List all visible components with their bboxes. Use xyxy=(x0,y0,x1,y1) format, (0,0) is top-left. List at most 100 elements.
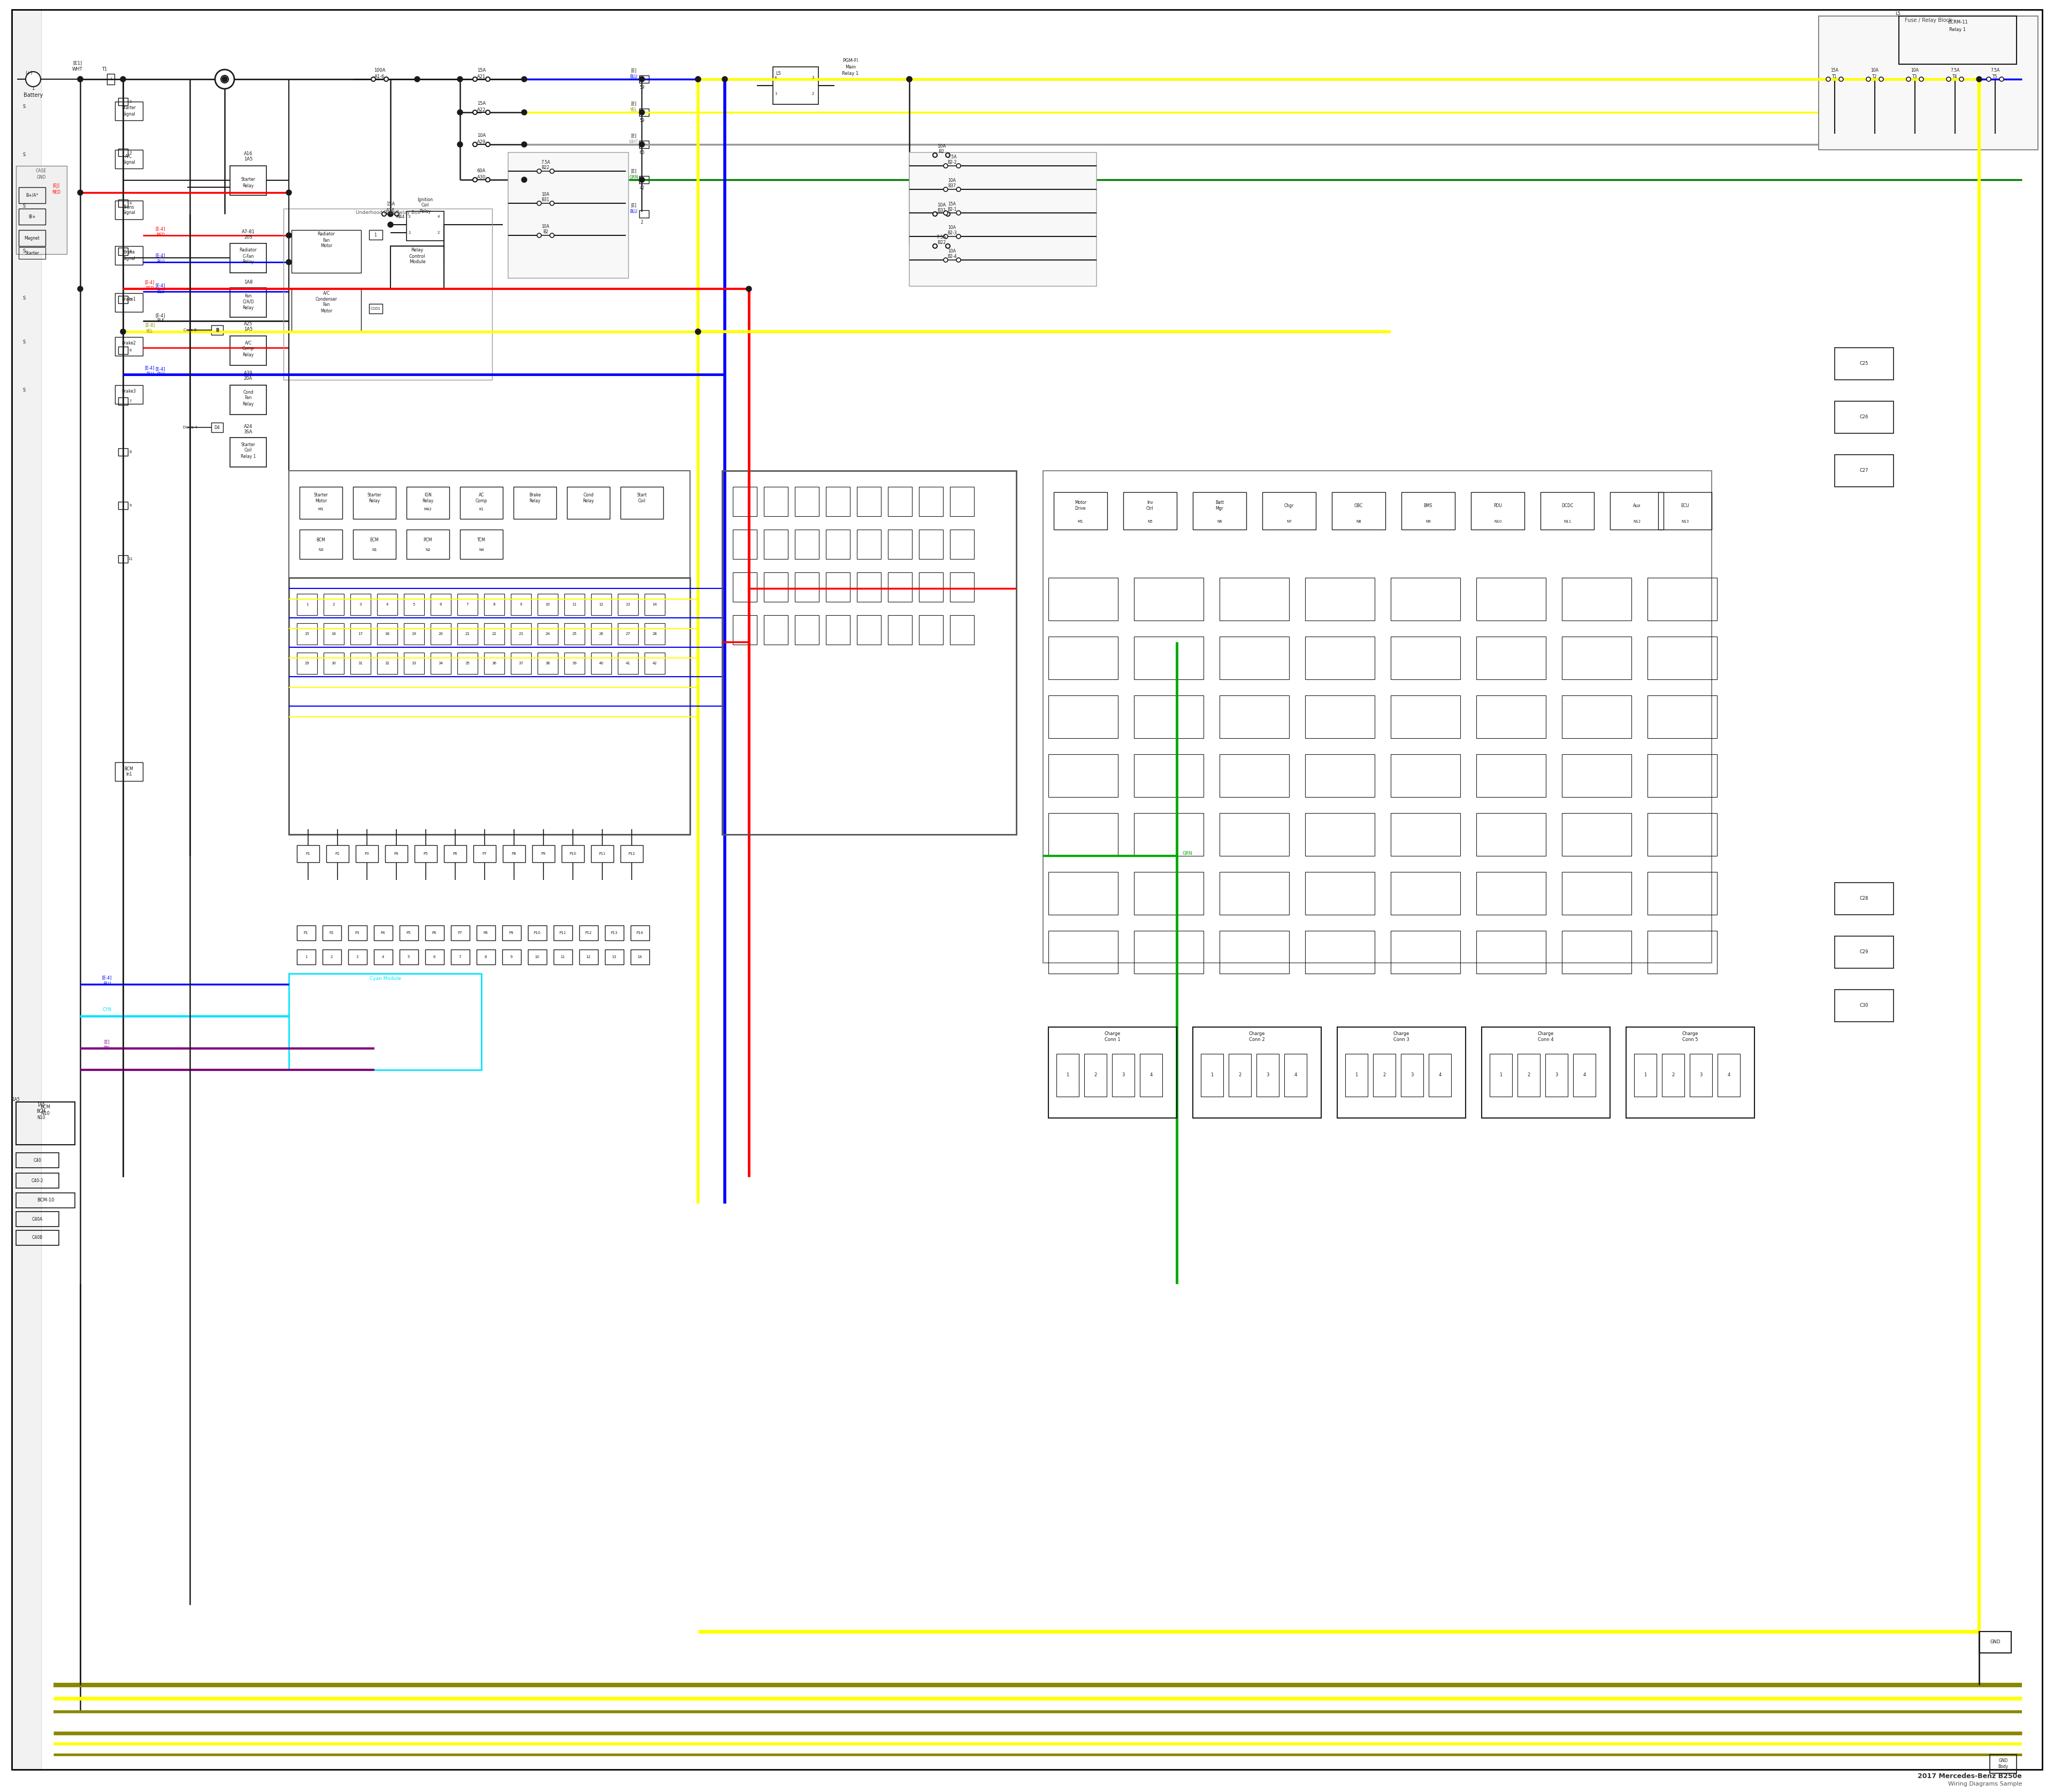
Text: 1: 1 xyxy=(31,86,35,91)
Bar xyxy=(918,530,943,559)
Bar xyxy=(1717,1054,1740,1097)
Text: 8: 8 xyxy=(493,602,495,606)
Text: 1A5: 1A5 xyxy=(12,1097,21,1102)
Text: ECRM-11: ECRM-11 xyxy=(1947,20,1968,25)
Bar xyxy=(1834,883,1894,914)
Text: M42: M42 xyxy=(423,507,431,511)
Bar xyxy=(606,925,624,941)
Text: 17: 17 xyxy=(357,633,364,636)
Bar xyxy=(1573,1054,1596,1097)
Circle shape xyxy=(216,70,234,90)
Text: P7: P7 xyxy=(458,932,462,934)
Text: P3: P3 xyxy=(355,932,359,934)
Circle shape xyxy=(121,77,125,82)
Circle shape xyxy=(522,177,528,183)
Bar xyxy=(565,624,585,645)
Bar xyxy=(1220,814,1290,857)
Text: P14: P14 xyxy=(637,932,643,934)
Circle shape xyxy=(25,72,41,86)
Text: 1: 1 xyxy=(374,233,376,237)
Circle shape xyxy=(1999,77,2005,81)
Text: 13: 13 xyxy=(612,955,616,959)
Bar xyxy=(918,487,943,516)
Text: Relay 1: Relay 1 xyxy=(1949,27,1966,32)
Bar xyxy=(115,762,144,781)
Text: P8: P8 xyxy=(483,932,489,934)
Bar xyxy=(407,487,450,520)
Bar xyxy=(795,530,820,559)
Text: Battery: Battery xyxy=(23,93,43,99)
Text: Wiring Diagrams Sample: Wiring Diagrams Sample xyxy=(1947,1781,2021,1787)
Bar xyxy=(18,247,45,258)
Bar xyxy=(918,572,943,602)
Text: C40A: C40A xyxy=(33,1217,43,1222)
Text: N10: N10 xyxy=(1493,520,1501,523)
Circle shape xyxy=(906,77,912,82)
Bar xyxy=(1647,754,1717,797)
Circle shape xyxy=(382,211,386,217)
Text: IGN
Relay: IGN Relay xyxy=(423,493,433,504)
Bar xyxy=(565,593,585,615)
Text: M44: M44 xyxy=(396,215,405,219)
Bar xyxy=(230,244,267,272)
Bar xyxy=(230,335,267,366)
Bar xyxy=(1284,1054,1306,1097)
Bar xyxy=(511,624,532,645)
Bar xyxy=(1658,493,1711,530)
Text: P5: P5 xyxy=(407,932,411,934)
Bar xyxy=(1111,1054,1134,1097)
Text: 28: 28 xyxy=(653,633,657,636)
Text: 42: 42 xyxy=(653,661,657,665)
Circle shape xyxy=(696,330,700,335)
Text: Relay: Relay xyxy=(242,353,255,357)
Text: [E]: [E] xyxy=(631,68,637,73)
Bar xyxy=(431,624,452,645)
Circle shape xyxy=(550,233,555,238)
Bar xyxy=(115,102,144,120)
Text: Fuse / Relay Block: Fuse / Relay Block xyxy=(1904,18,1951,23)
Text: Cond: Cond xyxy=(242,389,253,394)
Text: S: S xyxy=(23,389,25,392)
Bar xyxy=(1304,577,1374,620)
Bar xyxy=(115,385,144,403)
Circle shape xyxy=(639,142,645,147)
Bar xyxy=(1134,754,1204,797)
Text: N7: N7 xyxy=(1286,520,1292,523)
Text: P10: P10 xyxy=(534,932,540,934)
Circle shape xyxy=(746,287,752,292)
Circle shape xyxy=(78,287,82,292)
Bar xyxy=(1990,1754,2017,1774)
Text: Motor: Motor xyxy=(320,244,333,249)
Circle shape xyxy=(388,222,392,228)
Bar xyxy=(405,624,425,645)
Text: 2: 2 xyxy=(811,91,813,95)
Text: T1: T1 xyxy=(101,66,107,72)
Text: P11: P11 xyxy=(559,932,567,934)
Text: 12: 12 xyxy=(585,955,592,959)
Bar xyxy=(639,109,649,116)
Bar xyxy=(115,337,144,357)
Text: B2: B2 xyxy=(939,149,945,154)
Text: WHT: WHT xyxy=(629,140,639,143)
Text: 5: 5 xyxy=(129,297,131,301)
Bar xyxy=(292,289,362,332)
Text: 9: 9 xyxy=(129,504,131,507)
Text: Batt
Mgr: Batt Mgr xyxy=(1216,500,1224,511)
Text: Comp: Comp xyxy=(242,346,255,351)
Text: 35: 35 xyxy=(464,661,470,665)
Text: 39: 39 xyxy=(573,661,577,665)
Bar xyxy=(431,593,452,615)
Bar xyxy=(425,950,444,964)
Bar xyxy=(115,201,144,219)
Bar xyxy=(733,530,756,559)
Bar xyxy=(507,152,629,278)
Text: N10: N10 xyxy=(37,1116,45,1120)
Bar xyxy=(1518,1054,1540,1097)
Bar xyxy=(733,487,756,516)
Circle shape xyxy=(222,77,228,82)
Text: 12: 12 xyxy=(600,602,604,606)
Text: Brake
Relay: Brake Relay xyxy=(530,493,540,504)
Text: P11: P11 xyxy=(600,853,606,855)
Bar xyxy=(1193,1027,1321,1118)
Bar xyxy=(18,208,45,224)
